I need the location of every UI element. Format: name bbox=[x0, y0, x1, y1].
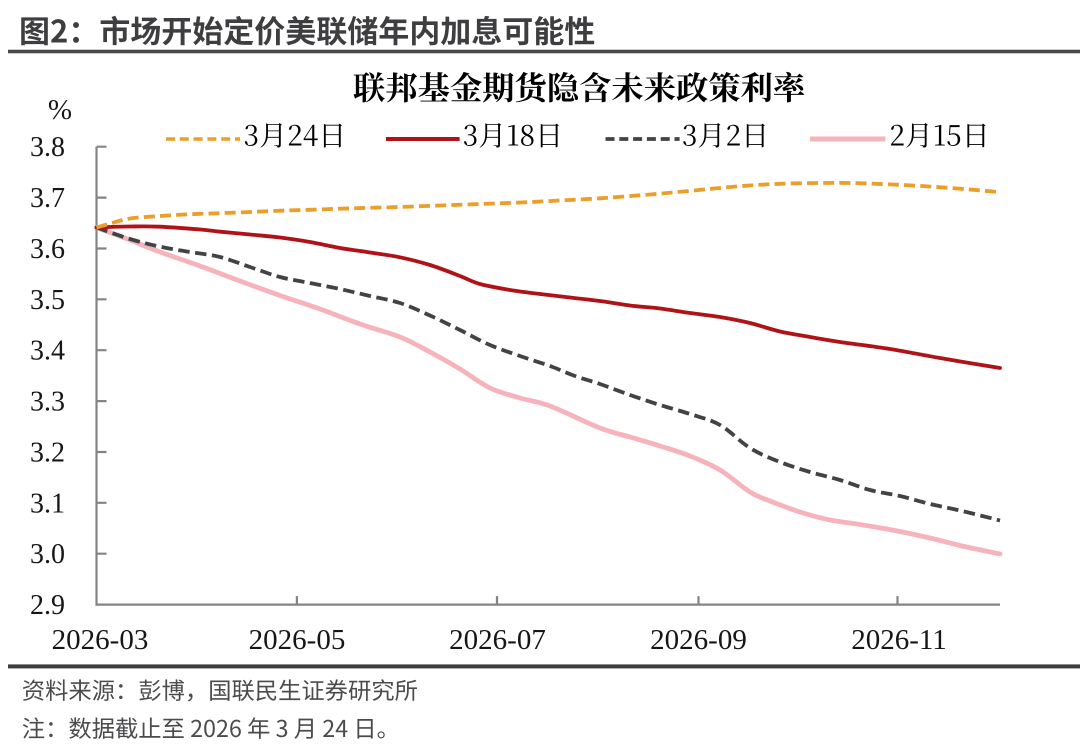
svg-text:3.0: 3.0 bbox=[30, 539, 65, 570]
svg-text:3.6: 3.6 bbox=[30, 234, 65, 265]
svg-text:3.1: 3.1 bbox=[30, 488, 65, 519]
svg-text:3.5: 3.5 bbox=[30, 285, 65, 316]
svg-text:3.2: 3.2 bbox=[30, 438, 65, 469]
svg-text:2.9: 2.9 bbox=[30, 590, 65, 621]
svg-text:3.3: 3.3 bbox=[30, 387, 65, 418]
svg-text:2026-03: 2026-03 bbox=[52, 624, 149, 656]
svg-text:2026-09: 2026-09 bbox=[650, 624, 747, 656]
svg-text:2026-07: 2026-07 bbox=[449, 624, 546, 656]
svg-text:2026-11: 2026-11 bbox=[851, 624, 947, 656]
svg-text:%: % bbox=[48, 94, 72, 126]
svg-text:3.7: 3.7 bbox=[30, 183, 65, 214]
svg-text:2026-05: 2026-05 bbox=[249, 624, 346, 656]
svg-text:3.8: 3.8 bbox=[30, 132, 65, 163]
svg-text:3.4: 3.4 bbox=[30, 336, 65, 367]
